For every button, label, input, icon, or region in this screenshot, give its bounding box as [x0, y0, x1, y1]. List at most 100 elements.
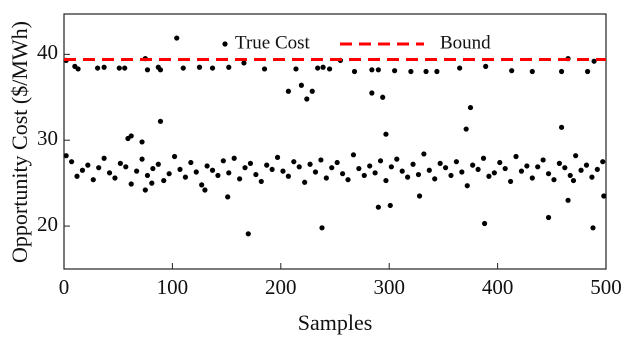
- data-point: [408, 68, 414, 75]
- data-point: [231, 155, 237, 161]
- data-point: [220, 158, 226, 164]
- data-point: [117, 160, 123, 166]
- data-point: [524, 163, 530, 169]
- data-point: [75, 66, 81, 72]
- data-point: [296, 164, 302, 170]
- data-point: [481, 220, 488, 227]
- data-point: [502, 165, 508, 172]
- x-tick-label: 400: [482, 275, 514, 299]
- data-point: [312, 169, 319, 175]
- data-point: [513, 153, 519, 160]
- data-point: [196, 64, 203, 70]
- data-point: [584, 68, 591, 75]
- data-point: [372, 170, 378, 176]
- data-point: [434, 68, 440, 75]
- data-point: [551, 177, 557, 183]
- data-point: [247, 160, 254, 166]
- data-point: [375, 204, 381, 210]
- data-point: [442, 165, 449, 171]
- data-point: [377, 158, 384, 164]
- data-point: [106, 170, 113, 176]
- data-point: [237, 176, 243, 182]
- data-point: [590, 225, 596, 231]
- data-point: [285, 88, 291, 94]
- data-point: [423, 68, 429, 75]
- data-point: [315, 65, 321, 71]
- data-point: [562, 165, 568, 171]
- y-tick-label: 20: [37, 212, 58, 236]
- y-tick-label: 30: [37, 126, 58, 150]
- data-point: [437, 160, 443, 166]
- data-point: [529, 68, 535, 75]
- data-point: [356, 165, 362, 172]
- data-point: [558, 124, 565, 130]
- data-point: [149, 180, 155, 186]
- data-point: [334, 159, 340, 166]
- data-point: [199, 182, 205, 188]
- data-point: [558, 68, 565, 75]
- data-point: [225, 194, 231, 200]
- data-point: [326, 66, 333, 72]
- data-point: [157, 118, 164, 124]
- data-point: [545, 171, 552, 177]
- data-point: [463, 126, 469, 132]
- data-point: [570, 177, 577, 184]
- data-point: [361, 172, 367, 179]
- data-point: [155, 161, 161, 167]
- data-point: [144, 67, 151, 73]
- x-tick-label: 300: [373, 275, 405, 299]
- x-tick-label: 200: [265, 275, 297, 299]
- data-point: [540, 157, 546, 163]
- data-point: [161, 177, 167, 184]
- data-point: [405, 174, 411, 180]
- data-point: [63, 153, 69, 159]
- data-point: [304, 96, 310, 102]
- data-point: [318, 157, 324, 163]
- data-point: [116, 65, 122, 71]
- data-point: [122, 65, 128, 71]
- data-point: [448, 172, 454, 179]
- data-point: [242, 165, 248, 171]
- data-point: [565, 197, 571, 203]
- data-point: [415, 171, 422, 178]
- data-point: [483, 63, 489, 69]
- data-point: [421, 151, 427, 157]
- data-point: [307, 161, 313, 167]
- x-axis-label: Samples: [298, 310, 373, 335]
- data-point: [399, 168, 405, 174]
- data-point: [144, 172, 151, 179]
- y-tick-label: 40: [37, 40, 58, 64]
- data-point: [309, 88, 315, 94]
- data-point: [166, 171, 172, 177]
- data-point: [85, 162, 91, 168]
- data-point: [215, 172, 221, 179]
- data-point: [101, 64, 107, 70]
- data-point: [567, 172, 573, 179]
- data-point: [518, 168, 525, 174]
- data-point: [457, 65, 463, 71]
- data-point: [323, 175, 329, 181]
- data-point: [96, 165, 102, 171]
- data-point: [182, 174, 189, 180]
- data-point: [432, 176, 438, 182]
- data-point: [209, 65, 216, 71]
- data-point: [601, 193, 607, 199]
- data-point: [416, 193, 423, 199]
- y-axis-label: Opportunity Cost ($/MWh): [7, 21, 32, 263]
- data-point: [264, 162, 270, 168]
- data-point: [285, 173, 291, 179]
- data-point: [509, 68, 515, 74]
- data-point: [351, 68, 358, 75]
- data-point: [68, 159, 75, 165]
- data-point: [475, 166, 481, 173]
- data-point: [600, 159, 606, 165]
- data-point: [467, 104, 474, 111]
- data-point: [274, 154, 281, 160]
- data-point: [112, 175, 118, 181]
- data-point: [188, 159, 194, 166]
- legend-label: Bound: [440, 32, 491, 53]
- data-point: [253, 171, 259, 178]
- data-point: [480, 155, 487, 161]
- data-point: [174, 35, 180, 41]
